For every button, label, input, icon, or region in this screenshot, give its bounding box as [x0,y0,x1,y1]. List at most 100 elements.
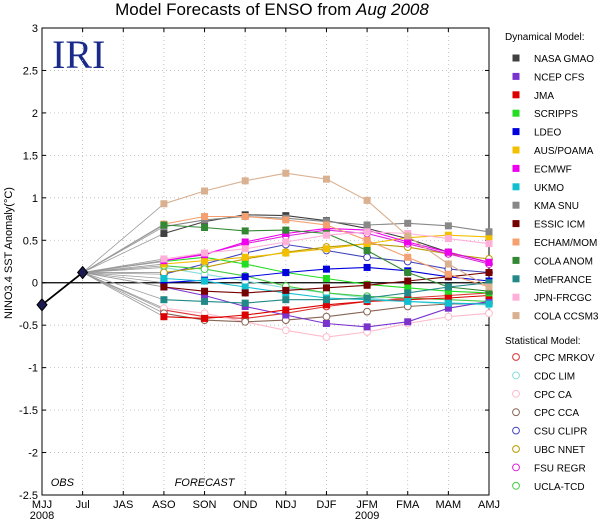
chart-title-date: Aug 2008 [355,0,429,19]
legend-label: KMA SNU [534,201,579,212]
legend-label: ECMWF [534,164,572,175]
legend-marker [512,256,520,264]
chart-title: Model Forecasts of ENSO from Aug 2008 [115,0,429,19]
legend-label: COLA CCSM3 [534,312,599,323]
data-point [201,314,209,322]
y-tick-label: 2 [32,108,38,120]
legend-label: COLA ANOM [534,256,593,267]
data-point [322,319,330,327]
data-point [485,240,493,248]
legend-label: JPN-FRCGC [534,293,592,304]
legend-marker [512,353,520,361]
x-tick-label: MJJ [32,499,52,511]
data-point [404,238,412,246]
iri-logo: IRI [52,32,105,77]
y-tick-label: -1 [28,363,38,375]
data-point [241,317,250,326]
data-point [160,268,168,277]
forecast-connector [82,203,165,273]
data-point [322,312,331,321]
data-point [363,236,371,244]
forecast-connector [82,263,164,273]
data-point [363,246,371,254]
data-point [322,265,330,273]
data-point [444,270,452,278]
legend-label: CPC CCA [534,408,579,419]
legend-marker [512,426,520,435]
data-point [241,260,249,268]
x-tick-label: FMA [396,499,420,511]
forecast-connector [82,272,165,314]
legend-marker [512,72,520,80]
data-point [322,333,331,341]
data-point [282,286,290,294]
legend-marker [512,91,520,99]
y-tick-label: 0.5 [23,235,38,247]
year-label: 2008 [30,510,54,520]
legend-label: MetFRANCE [534,275,592,286]
legend-label: AUS/POAMA [534,146,594,157]
data-point [160,274,168,282]
chart-annotation: OBS [51,477,75,489]
x-tick-label: Jul [76,499,90,511]
y-tick-label: 2.5 [23,65,38,77]
data-point [363,221,371,229]
legend: Dynamical Model: NASA GMAO NCEP CFS JMA SCRI… [505,32,599,493]
forecast-connector [82,272,165,301]
data-point [485,258,493,266]
data-point [363,228,371,236]
data-point [160,255,168,263]
data-point [485,228,493,236]
legend-marker [512,371,520,380]
data-point [160,296,168,304]
legend-marker [512,54,520,62]
data-point [363,323,371,331]
data-point [444,312,453,321]
data-point [281,326,290,335]
data-point [201,187,209,195]
data-point [322,221,330,229]
x-tick-label: JFM [356,499,377,511]
data-point [404,297,412,305]
data-point [201,287,209,295]
forecast-connector [82,272,164,279]
data-point [282,169,290,177]
legend-label: LDEO [534,128,561,139]
plot-area: -2.5 -2 -1.5 -1 -0.5 0 0.5 1 1.5 2 2.5 3 MJJ Jul JAS AS… [19,23,500,520]
x-tick-label: NDJ [275,499,296,511]
data-point [404,219,412,227]
data-point [282,226,290,234]
legend-marker [512,164,520,172]
data-point [444,222,452,230]
legend-label: UBC NNET [534,445,585,456]
legend-label: ESSIC ICM [534,220,585,231]
data-point [404,269,412,277]
data-point [363,307,371,316]
legend-marker [512,128,520,136]
observed-point [76,265,89,280]
legend-label: NCEP CFS [534,72,585,83]
data-point [444,283,452,291]
observed-line [41,271,84,306]
forecast-connector [82,224,165,273]
data-point [241,283,249,291]
data-point [404,318,412,326]
data-point [444,248,452,256]
data-point [363,263,371,271]
data-point [160,200,168,208]
legend-label: CDC LIM [534,371,575,382]
x-tick-label: ASO [152,499,176,511]
year-label: 2009 [355,510,379,520]
data-point [241,273,249,281]
data-point [363,281,371,289]
data-point [485,283,493,291]
data-point [201,257,209,265]
data-point [404,289,412,297]
legend-marker [512,481,520,490]
y-tick-label: -1.5 [19,405,38,417]
legend-marker [512,445,520,453]
data-point [201,277,209,285]
data-point [322,175,330,183]
plot-frame [41,27,490,496]
data-point [282,269,290,277]
